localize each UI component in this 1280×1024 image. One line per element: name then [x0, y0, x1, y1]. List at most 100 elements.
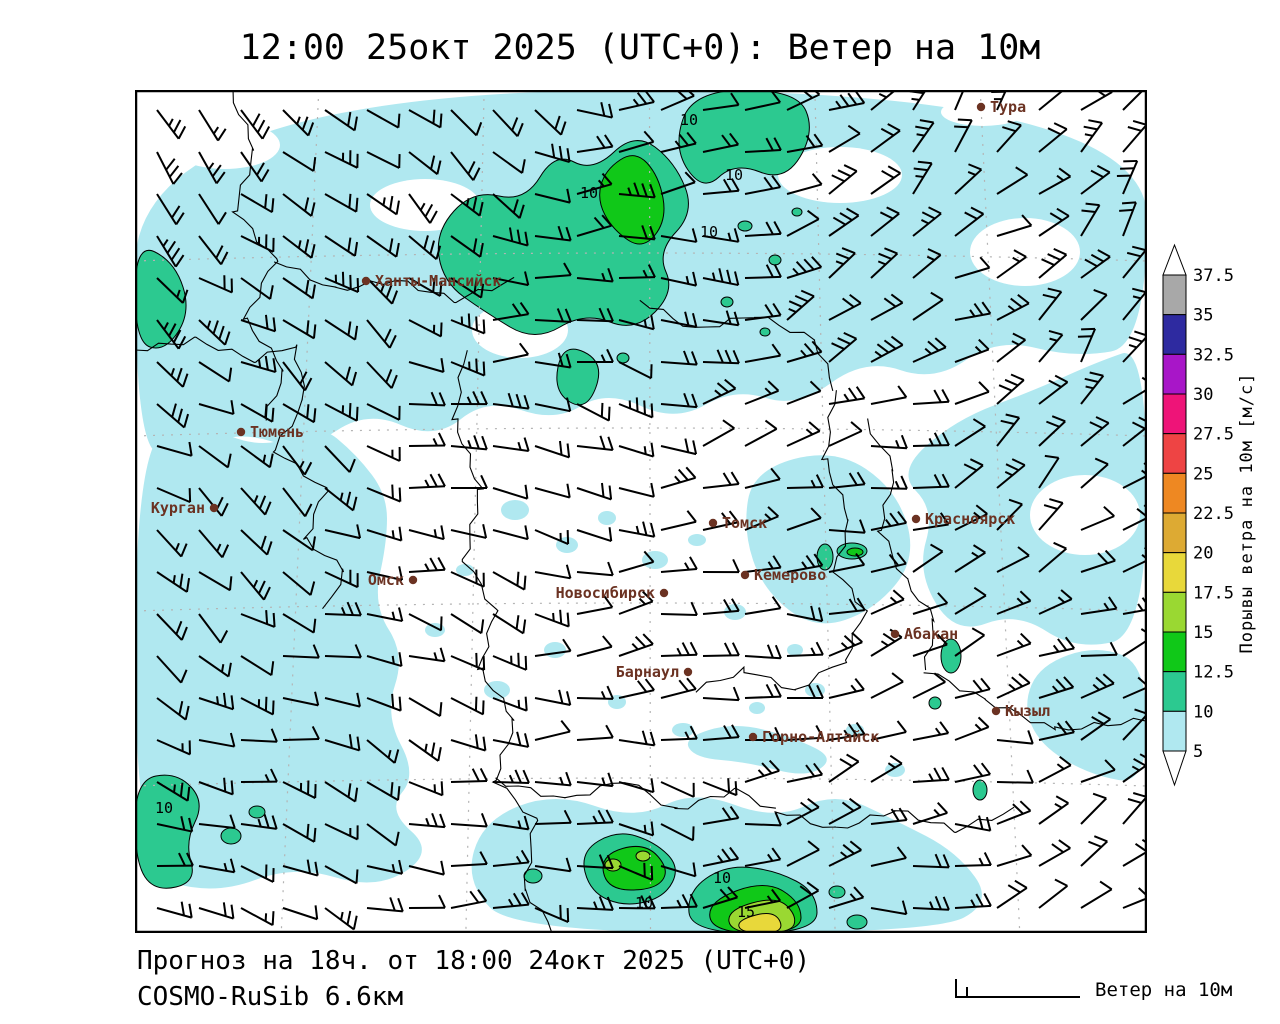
gust-region	[720, 296, 734, 308]
wind-barb	[912, 543, 944, 573]
city-label: Тура	[990, 98, 1026, 116]
wind-barb	[996, 413, 1021, 447]
wind-barb	[618, 633, 654, 657]
gust-region	[1030, 475, 1140, 555]
wind-barb	[240, 864, 275, 883]
wind-barb	[744, 506, 780, 531]
wind-barb	[702, 686, 740, 702]
wind-barb	[408, 235, 442, 261]
gust-region	[828, 885, 846, 899]
wind-barb	[870, 552, 907, 573]
gust-region	[425, 623, 445, 637]
wind-barb	[618, 442, 655, 458]
wind-barb	[1080, 288, 1108, 321]
wind-barb	[870, 510, 908, 531]
wind-barb	[156, 487, 192, 504]
wind-barb	[366, 277, 399, 305]
wind-barb	[702, 724, 740, 741]
wind-barb	[240, 655, 275, 677]
wind-barb	[786, 209, 820, 237]
wind-barb	[660, 862, 697, 878]
wind-barb	[702, 378, 737, 405]
wind-barb	[198, 777, 234, 796]
wind-barb	[576, 307, 614, 323]
legend-tick-label: 12.5	[1193, 663, 1234, 683]
wind-barb	[660, 510, 697, 531]
wind-barb	[660, 438, 698, 456]
wind-barb	[450, 313, 486, 335]
legend-tick-label: 15	[1193, 623, 1213, 643]
wind-barb	[1122, 376, 1147, 405]
wind-barb	[828, 631, 863, 657]
wind-barb	[1080, 371, 1105, 405]
wind-barb	[954, 118, 973, 153]
wind-barb	[1080, 549, 1116, 573]
wind-barb	[408, 277, 443, 297]
city-marker	[890, 629, 900, 639]
wind-barb	[198, 858, 236, 874]
wind-barb	[702, 510, 739, 531]
gust-region	[635, 850, 651, 862]
wind-barb	[1122, 287, 1147, 321]
wind-barb	[576, 635, 613, 657]
wind-barb	[1080, 119, 1103, 153]
wind-barb	[702, 558, 740, 574]
wind-barb	[1080, 202, 1101, 237]
wind-barb	[702, 92, 740, 111]
city-label: Курган	[151, 499, 205, 517]
wind-barb	[1038, 329, 1064, 363]
wind-barb	[282, 859, 319, 877]
wind-barb	[366, 693, 402, 712]
wind-barb	[282, 193, 316, 217]
wind-barb	[534, 529, 570, 545]
contour-label: 10	[713, 869, 731, 887]
wind-barb	[996, 498, 1023, 531]
wind-barb	[954, 163, 983, 195]
wind-barb	[282, 529, 316, 552]
wind-barb	[912, 766, 950, 783]
city-label: Томск	[722, 514, 767, 532]
wind-barb	[828, 421, 863, 447]
wind-barb	[240, 610, 276, 628]
wind-barb	[870, 123, 901, 153]
wind-barb	[534, 440, 571, 459]
wind-barb	[576, 402, 611, 422]
contour-label: 10	[680, 111, 698, 129]
wind-barb	[744, 419, 778, 447]
gust-region	[846, 547, 864, 557]
gust-region	[846, 914, 868, 930]
wind-barb	[660, 271, 698, 287]
wind-barb	[366, 319, 397, 349]
gust-region	[768, 254, 782, 266]
wind-barb	[660, 781, 695, 798]
legend-tick-label: 37.5	[1193, 266, 1234, 286]
wind-barb	[198, 692, 235, 711]
wind-barb	[744, 759, 780, 783]
gust-region	[1027, 650, 1147, 781]
wind-barb	[702, 132, 740, 153]
legend-segment	[1162, 393, 1187, 435]
wind-barb	[1038, 636, 1075, 657]
legend-tick-label: 10	[1193, 702, 1213, 722]
wind-barb	[912, 206, 942, 237]
wind-barb	[1038, 374, 1069, 405]
city-label: Горно-Алтайск	[762, 728, 879, 746]
wind-barb	[534, 809, 572, 825]
wind-barb	[618, 590, 654, 615]
wind-barb	[366, 193, 400, 216]
wind-barb	[744, 221, 782, 237]
legend-tick-label: 30	[1193, 385, 1213, 405]
wind-barb	[660, 641, 698, 657]
wind-barb	[786, 605, 824, 623]
wind-barb	[534, 308, 572, 323]
wind-barb	[324, 109, 358, 132]
wind-barb	[618, 315, 655, 331]
wind-barb	[1080, 249, 1111, 279]
wind-barb	[912, 721, 950, 741]
wind-barb	[198, 109, 227, 142]
wind-barb	[786, 762, 824, 783]
wind-barb	[870, 754, 903, 783]
city: Абакан	[890, 625, 958, 643]
wind-barb	[828, 91, 866, 111]
